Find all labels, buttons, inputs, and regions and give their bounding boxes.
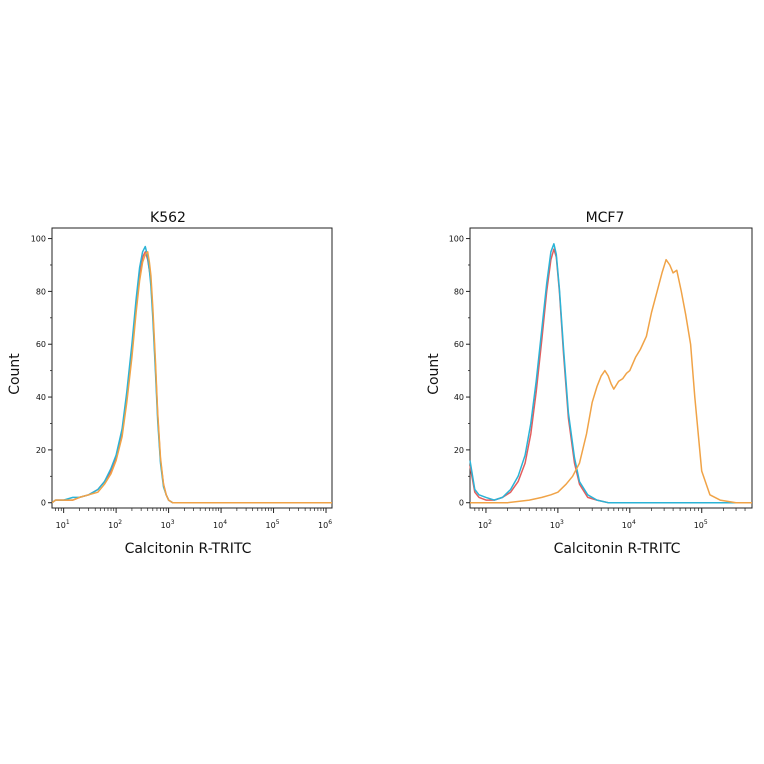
y-tick-label: 20 — [454, 446, 464, 455]
series-line-3 — [470, 258, 752, 504]
series-line-1 — [51, 251, 332, 504]
plot-frame — [469, 227, 753, 509]
y-axis-label: Count — [426, 353, 442, 395]
histogram-panel-k562: K562 0 20 40 60 80 100 101 102 103 104 105 106 Cal… — [7, 210, 333, 557]
x-tick-label: 102 — [478, 519, 492, 530]
y-tick-label: 100 — [31, 235, 46, 244]
y-tick-label: 0 — [41, 499, 46, 508]
series-line-2 — [51, 245, 332, 504]
x-axis-label: Calcitonin R-TRITC — [125, 541, 252, 557]
series-group — [51, 245, 332, 504]
y-tick-label: 0 — [459, 499, 464, 508]
x-tick-label: 105 — [694, 519, 708, 530]
y-tick-label: 80 — [454, 287, 464, 296]
x-tick-label: 106 — [318, 519, 332, 530]
y-tick-label: 60 — [454, 340, 464, 349]
plot-frame — [51, 227, 333, 509]
y-axis-label: Count — [7, 353, 23, 395]
x-tick-label: 102 — [108, 519, 122, 530]
x-axis: 102 103 104 105 — [474, 508, 746, 530]
y-tick-label: 20 — [36, 446, 46, 455]
y-tick-label: 80 — [36, 287, 46, 296]
series-line-1 — [469, 248, 752, 504]
x-tick-label: 101 — [56, 519, 70, 530]
y-tick-label: 60 — [36, 340, 46, 349]
chart-title: MCF7 — [586, 210, 625, 226]
histogram-panel-mcf7: MCF7 0 20 40 60 80 100 102 103 104 105 Calcitoni… — [426, 210, 753, 557]
x-tick-label: 104 — [213, 519, 227, 530]
x-tick-label: 104 — [622, 519, 636, 530]
x-axis: 101 102 103 104 105 106 — [55, 508, 332, 530]
chart-title: K562 — [150, 210, 186, 226]
y-axis: 0 20 40 60 80 100 — [31, 235, 52, 508]
y-tick-label: 40 — [454, 393, 464, 402]
y-tick-label: 100 — [449, 235, 464, 244]
x-tick-label: 103 — [161, 519, 175, 530]
series-line-3 — [51, 251, 332, 504]
y-tick-label: 40 — [36, 393, 46, 402]
series-line-2 — [469, 243, 752, 504]
x-axis-label: Calcitonin R-TRITC — [554, 541, 681, 557]
x-tick-label: 103 — [550, 519, 564, 530]
y-axis: 0 20 40 60 80 100 — [449, 235, 470, 508]
series-group — [469, 243, 752, 504]
x-tick-label: 105 — [266, 519, 280, 530]
